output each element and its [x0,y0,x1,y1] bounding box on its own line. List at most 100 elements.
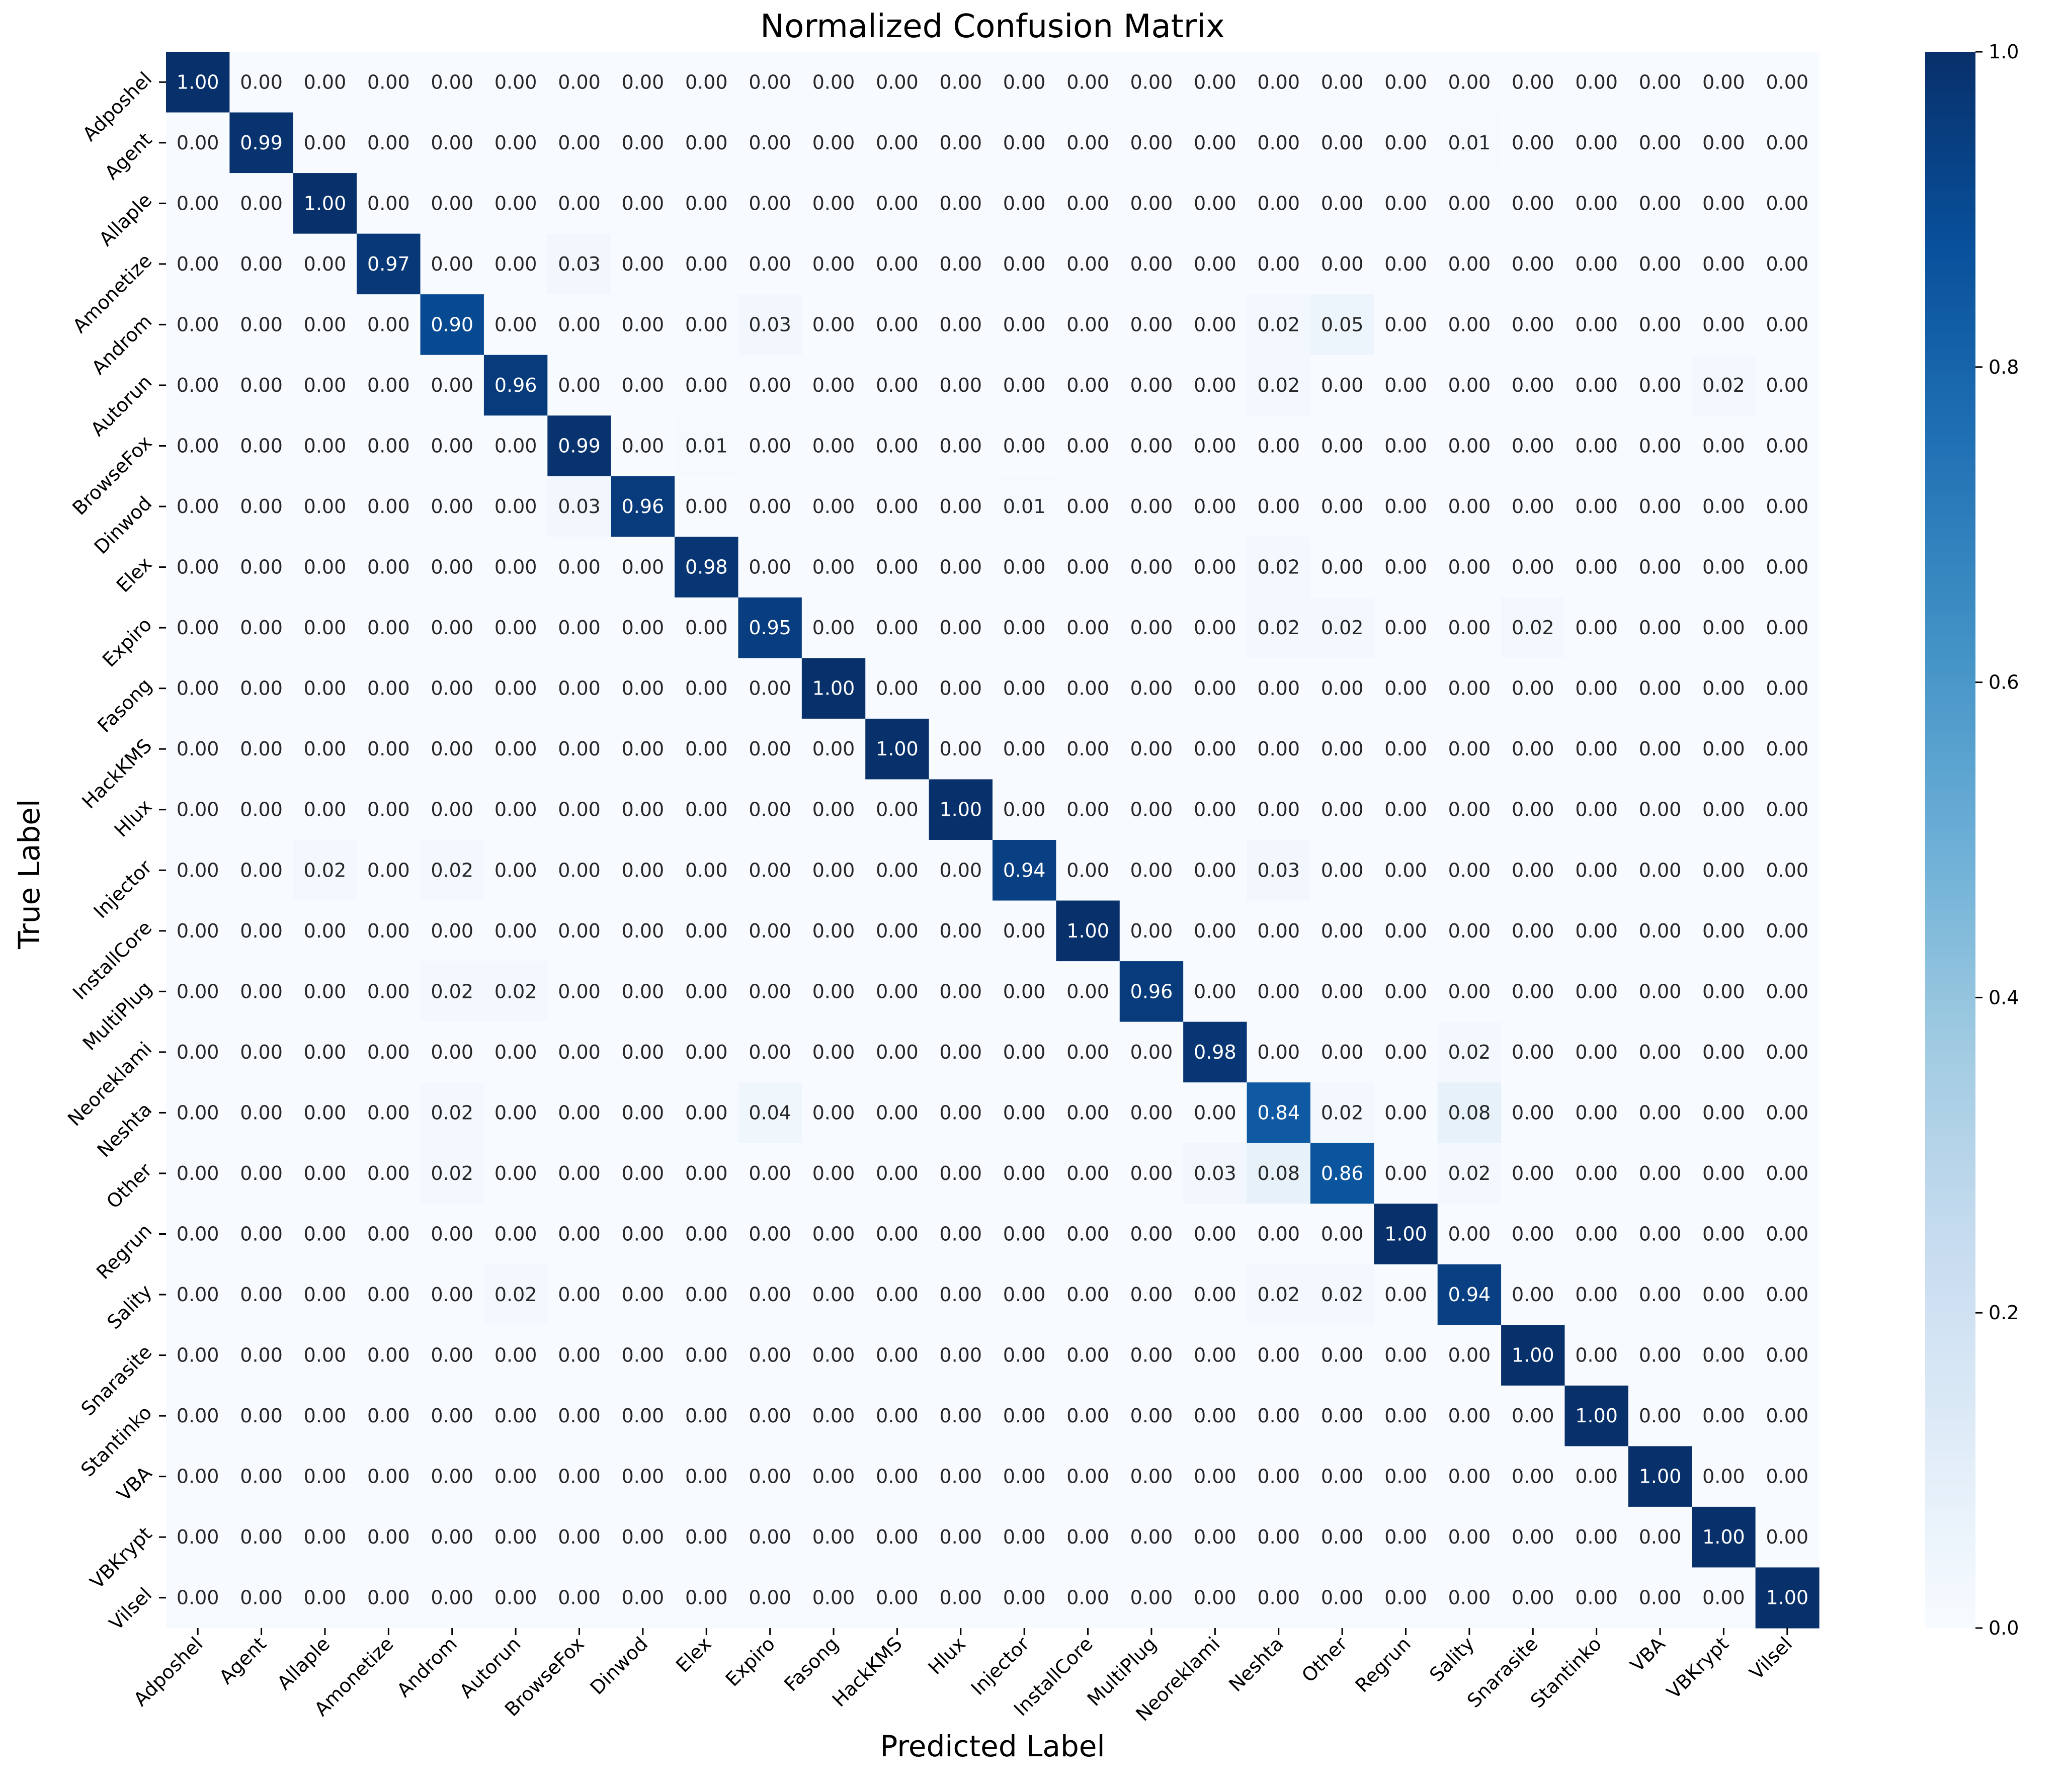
heatmap-cell [1628,1143,1692,1204]
cell-value: 0.00 [1066,374,1109,396]
heatmap-cell [229,173,294,234]
heatmap-cell [1501,718,1565,780]
heatmap-cell [1628,1264,1692,1325]
heatmap-cell [1247,1143,1311,1204]
heatmap-cell [1755,1082,1820,1144]
cell-value: 0.00 [1321,253,1364,275]
cell-value: 0.00 [558,1344,601,1367]
heatmap-cell [1183,840,1248,901]
heatmap-cell [1628,840,1692,901]
cell-value: 0.00 [1003,192,1046,214]
heatmap-cell [801,233,866,295]
cell-value: 0.02 [1257,374,1300,396]
heatmap-cell [1183,1204,1248,1265]
cell-value: 0.00 [749,1344,791,1367]
heatmap-cell [357,1325,421,1386]
heatmap-cell [1437,52,1502,113]
cell-value: 0.00 [494,738,537,760]
heatmap-cell [929,355,993,416]
heatmap-cell [865,1204,930,1265]
cell-value: 0.00 [685,1466,728,1488]
cell-value: 0.00 [1512,738,1554,760]
y-tick-label: Regrun [92,1220,156,1284]
cell-value: 0.00 [1066,192,1109,214]
heatmap-cell [1056,1143,1120,1204]
heatmap-cell [547,415,612,477]
cell-value: 0.00 [1702,677,1745,700]
cell-value: 0.00 [876,1162,919,1184]
cell-value: 0.00 [494,192,537,214]
heatmap-cell [1310,476,1374,537]
cell-value: 0.00 [749,71,791,93]
colorbar-tick-label: 0.0 [1989,1617,2019,1639]
heatmap-cell [1247,840,1311,901]
heatmap-cell [1119,355,1184,416]
heatmap-cell [1183,476,1248,537]
cell-value: 0.00 [367,435,410,457]
cell-value: 0.00 [1130,1101,1173,1124]
heatmap-cell [420,415,484,477]
heatmap-cell [993,961,1056,1022]
heatmap-cell [865,537,930,598]
cell-value: 0.00 [1702,980,1745,1002]
x-tick-label: Other [1297,1633,1352,1687]
heatmap-cell [1374,718,1438,780]
heatmap-cell [801,294,866,356]
cell-value: 0.00 [367,1587,410,1609]
cell-value: 0.00 [304,253,347,275]
cell-value: 0.00 [558,71,601,93]
heatmap-cell [483,1506,548,1568]
cell-value: 0.00 [1003,1405,1046,1427]
cell-value: 0.00 [494,132,537,154]
heatmap-cell [1628,537,1692,598]
heatmap-cell [420,1506,484,1568]
heatmap-cell [483,1567,548,1629]
cell-value: 0.00 [1321,1587,1364,1609]
heatmap-cell [1183,1567,1248,1629]
heatmap-cell [1310,961,1374,1022]
heatmap-cell [675,718,739,780]
heatmap-cell [547,476,612,537]
cell-value: 0.00 [177,1405,219,1427]
heatmap-cell [357,597,421,658]
cell-value: 0.00 [1639,1101,1682,1124]
cell-value: 0.00 [940,71,982,93]
heatmap-cell [1183,415,1248,477]
heatmap-cell [1692,1446,1756,1507]
heatmap-cell [993,1567,1056,1629]
cell-value: 0.00 [1766,617,1809,639]
heatmap-cell [1628,1567,1692,1629]
heatmap-cell [1374,1143,1438,1204]
heatmap-cell [611,718,675,780]
cell-value: 0.00 [494,1162,537,1184]
heatmap-cell [1374,1506,1438,1568]
cell-value: 0.00 [685,1101,728,1124]
cell-value: 1.00 [1639,1466,1682,1488]
heatmap-cell [1692,233,1756,295]
heatmap-cell [1119,961,1184,1022]
cell-value: 0.00 [1448,192,1491,214]
cell-value: 0.00 [431,435,473,457]
cell-value: 0.00 [1384,1526,1427,1548]
heatmap-cell [1564,718,1629,780]
cell-value: 0.00 [1766,1284,1809,1306]
heatmap-cell [1628,1446,1692,1507]
cell-value: 0.00 [494,1101,537,1124]
cell-value: 1.00 [1766,1587,1809,1609]
cell-value: 0.00 [1575,738,1618,760]
cell-value: 0.00 [812,859,855,881]
heatmap-cell [1437,355,1502,416]
heatmap-cell [483,597,548,658]
cell-value-labels: 1.00 0.00 0.00 0.00 0.00 0.00 0.00 0.00 0.00 0.00… [177,71,1808,1608]
cell-value: 0.00 [940,192,982,214]
cell-value: 0.00 [749,1466,791,1488]
cell-value: 0.00 [876,1344,919,1367]
heatmap-cell [1183,1021,1248,1083]
cell-value: 0.00 [1702,192,1745,214]
heatmap-cell [229,112,294,174]
heatmap-cell [1692,840,1756,901]
heatmap-cell [1692,597,1756,658]
y-tick-label: Agent [101,128,156,184]
cell-value: 0.00 [1639,738,1682,760]
cell-value: 0.00 [304,374,347,396]
